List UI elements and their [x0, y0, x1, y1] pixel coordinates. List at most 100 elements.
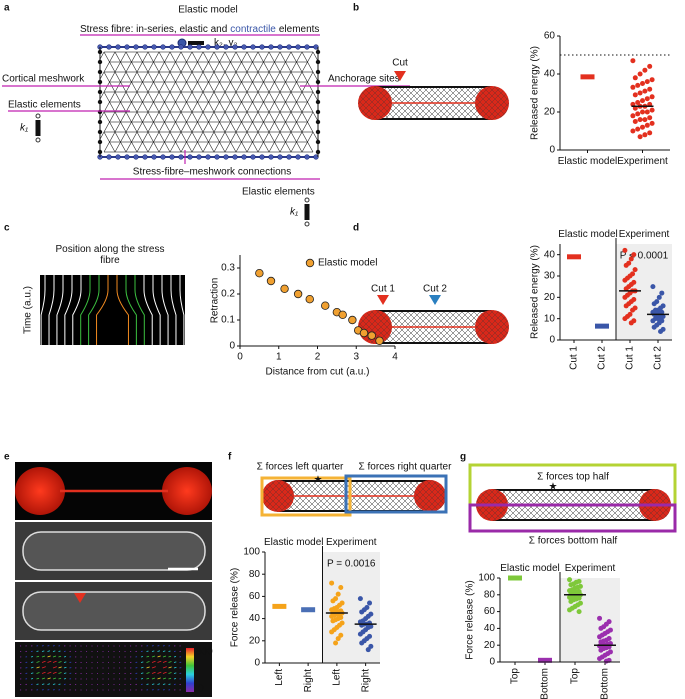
- x-tick-label: Left: [274, 669, 285, 686]
- mesh-line: [246, 81, 253, 93]
- mesh-line: [164, 61, 171, 73]
- data-dot: [644, 122, 650, 128]
- data-point: [338, 310, 347, 319]
- mesh-line: [180, 51, 187, 63]
- box-label: Σ forces top half: [537, 472, 609, 483]
- y-tick-label: 0: [489, 657, 495, 668]
- fibre-node: [241, 44, 247, 50]
- displacement-arrow: [140, 678, 144, 680]
- mesh-line: [109, 81, 116, 93]
- mesh-line: [169, 141, 176, 153]
- mesh-line: [147, 61, 154, 73]
- mesh-line: [131, 111, 138, 123]
- data-dot: [568, 599, 574, 605]
- callout: Cortical meshwork: [2, 74, 85, 85]
- mesh-line: [164, 141, 171, 153]
- mesh-line: [246, 91, 253, 103]
- y-tick-label: 60: [544, 31, 556, 42]
- fibre-node: [187, 44, 193, 50]
- kymograph-trace: [88, 275, 100, 345]
- data-point: [367, 331, 376, 340]
- kymograph-trace: [152, 275, 161, 345]
- adhesion-mesh: [262, 480, 294, 512]
- model-bar: [567, 254, 581, 260]
- data-dot: [640, 98, 645, 104]
- mesh-line: [125, 141, 132, 153]
- mesh-line: [307, 71, 314, 83]
- mesh-line: [219, 121, 226, 133]
- mesh-line: [158, 51, 165, 63]
- y-tick-label: 40: [544, 69, 556, 80]
- mesh-line: [180, 91, 187, 103]
- mesh-line: [114, 111, 121, 123]
- y-tick-label: 10: [544, 313, 556, 324]
- fibre-node: [277, 154, 283, 160]
- mesh-line: [290, 141, 297, 153]
- fibre-node: [268, 154, 274, 160]
- mesh-line: [197, 121, 204, 133]
- adhesion-mesh: [358, 310, 392, 344]
- data-point: [280, 284, 289, 293]
- mesh-line: [103, 61, 110, 73]
- cut-marker: [429, 295, 441, 305]
- fibre-node: [286, 44, 292, 50]
- mesh-line: [224, 111, 231, 123]
- y-tick-label: 0: [229, 341, 235, 352]
- mesh-line: [230, 121, 237, 133]
- mesh-line: [263, 81, 270, 93]
- kymograph-trace: [64, 275, 73, 345]
- mesh-line: [241, 71, 248, 83]
- model-bar: [301, 607, 316, 613]
- mesh-line: [142, 81, 149, 93]
- fibre-node: [169, 154, 175, 160]
- y-tick-label: 100: [478, 573, 495, 584]
- mesh-line: [158, 81, 165, 93]
- mesh-line: [290, 81, 297, 93]
- fibre-node: [160, 154, 166, 160]
- callout: Elastic elements: [8, 100, 81, 111]
- data-point: [293, 289, 303, 299]
- mesh-line: [246, 51, 253, 63]
- label-part: Stress fibre: in-series, elastic and: [80, 24, 227, 35]
- mesh-line: [186, 51, 193, 63]
- mesh-line: [125, 51, 132, 63]
- param-label: k₂, γ₂: [214, 38, 237, 49]
- mesh-line: [219, 101, 226, 113]
- mesh-line: [257, 61, 264, 73]
- mesh-line: [252, 101, 259, 113]
- data-dot: [597, 656, 603, 662]
- data-dot: [597, 634, 603, 640]
- data-dot: [357, 596, 363, 602]
- mesh-line: [219, 141, 226, 153]
- mesh-line: [257, 131, 264, 143]
- mesh-line: [274, 91, 281, 103]
- mesh-line: [191, 131, 198, 143]
- fibre-node: [232, 44, 238, 50]
- kymograph-trace: [161, 275, 169, 345]
- spring-end: [35, 137, 41, 143]
- mesh-line: [120, 51, 127, 63]
- x-tick-label: Cut 1: [569, 346, 580, 370]
- x-tick-label: 0: [237, 352, 243, 363]
- x-tick-label: Cut 2: [653, 346, 664, 370]
- y-tick-label: 30: [544, 271, 556, 282]
- mesh-line: [274, 121, 281, 133]
- cut-label: Cut 1: [371, 284, 395, 295]
- mesh-line: [208, 131, 215, 143]
- displacement-arrow: [173, 672, 177, 674]
- data-dot: [359, 640, 365, 646]
- mesh-line: [263, 101, 270, 113]
- mesh-line: [180, 101, 187, 113]
- fibre-node: [205, 44, 211, 50]
- fibre-node: [151, 44, 157, 50]
- mesh-line: [301, 71, 308, 83]
- kymograph-trace: [80, 275, 91, 345]
- mesh-line: [147, 101, 154, 113]
- mesh-line: [307, 111, 314, 123]
- fibre-node: [142, 154, 148, 160]
- mesh-line: [224, 81, 231, 93]
- mesh-line: [235, 131, 242, 143]
- model-bar: [508, 575, 522, 581]
- displacement-arrow: [41, 677, 46, 680]
- mesh-line: [279, 71, 286, 83]
